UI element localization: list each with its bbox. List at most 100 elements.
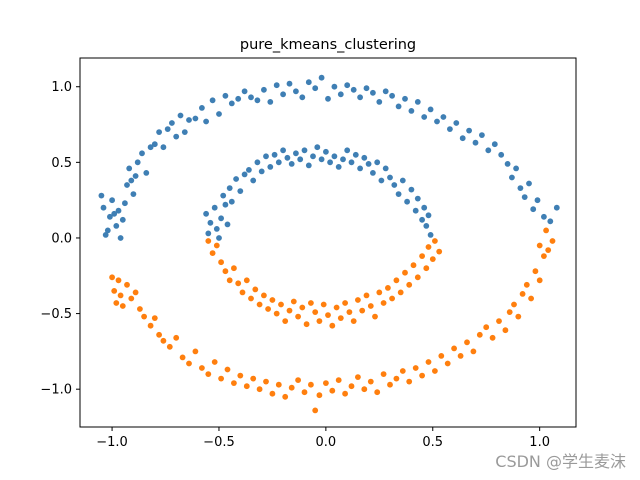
data-point <box>115 277 122 284</box>
data-point <box>355 297 361 303</box>
data-point <box>278 301 284 308</box>
data-point <box>438 353 445 359</box>
data-point <box>419 216 425 223</box>
data-point <box>342 300 348 306</box>
data-point <box>372 313 378 320</box>
data-point <box>267 164 274 170</box>
data-point <box>382 88 389 95</box>
data-point <box>447 126 453 132</box>
data-point <box>399 368 406 374</box>
data-point <box>363 85 370 92</box>
data-point <box>333 304 340 311</box>
data-point <box>218 259 225 266</box>
data-point <box>209 250 216 256</box>
data-point <box>286 80 293 87</box>
data-point <box>511 301 517 308</box>
data-point <box>408 186 415 193</box>
data-point <box>348 383 355 390</box>
data-point <box>271 151 278 158</box>
data-point <box>419 253 425 259</box>
data-point <box>239 289 246 296</box>
data-point <box>432 238 438 244</box>
data-point <box>382 165 389 172</box>
data-point <box>350 86 357 93</box>
data-point <box>128 295 135 302</box>
data-point <box>222 92 229 99</box>
data-point <box>434 118 440 125</box>
x-tick-label: 0.0 <box>316 435 337 450</box>
data-point <box>166 343 173 350</box>
y-axis: −1.0 −0.5 0.0 0.5 1.0 <box>40 80 80 398</box>
data-point <box>295 313 301 320</box>
data-point <box>412 365 419 371</box>
data-point <box>553 204 560 211</box>
data-point <box>425 359 432 365</box>
data-point <box>421 204 428 211</box>
data-point <box>241 88 248 95</box>
data-point <box>169 120 175 126</box>
data-point <box>222 268 229 275</box>
data-point <box>263 378 269 385</box>
data-point <box>113 300 120 306</box>
data-point <box>160 337 167 344</box>
data-point <box>205 230 212 237</box>
data-point <box>419 372 425 379</box>
y-tick-label: 0.0 <box>51 231 72 246</box>
data-point <box>376 289 383 296</box>
data-point <box>261 292 267 299</box>
data-point <box>115 207 122 214</box>
data-point <box>485 147 492 154</box>
data-point <box>156 129 163 136</box>
data-point <box>248 94 254 101</box>
data-point <box>250 177 257 184</box>
data-point <box>346 309 353 315</box>
data-point <box>513 165 519 172</box>
data-point <box>203 210 210 217</box>
data-point <box>408 108 415 114</box>
data-point <box>523 281 530 288</box>
data-point <box>479 132 485 139</box>
data-point <box>205 371 212 377</box>
data-point <box>440 114 447 120</box>
data-point <box>284 154 291 161</box>
data-point <box>252 286 259 293</box>
data-point <box>357 165 363 172</box>
data-point <box>331 83 338 90</box>
data-point <box>207 219 214 226</box>
data-point <box>404 198 410 205</box>
data-point <box>117 235 124 241</box>
data-point <box>541 213 547 220</box>
data-point <box>205 238 212 244</box>
data-point <box>254 97 261 104</box>
data-point <box>472 139 479 146</box>
data-point <box>323 380 329 386</box>
data-point <box>376 99 383 105</box>
data-point <box>226 277 233 284</box>
data-point <box>228 198 235 205</box>
data-point <box>521 194 528 201</box>
data-point <box>109 197 115 204</box>
data-point <box>509 174 515 181</box>
data-point <box>132 173 139 179</box>
data-point <box>211 359 218 365</box>
data-point <box>476 331 483 338</box>
data-point <box>235 280 242 287</box>
data-point <box>352 151 359 158</box>
watermark-text: CSDN @学生麦沫 <box>495 452 626 471</box>
data-point <box>530 206 537 213</box>
data-point <box>231 380 237 386</box>
x-tick-label: 0.5 <box>422 435 443 450</box>
data-point <box>290 298 297 305</box>
data-point <box>273 310 280 317</box>
data-point <box>543 227 549 234</box>
data-point <box>211 204 218 211</box>
data-point <box>139 150 145 157</box>
data-point <box>156 331 163 338</box>
data-point <box>124 182 130 188</box>
data-point <box>147 322 154 329</box>
data-point <box>109 274 115 281</box>
data-point <box>444 360 451 367</box>
data-point <box>151 315 158 321</box>
data-point <box>389 295 395 302</box>
data-point <box>344 147 351 154</box>
